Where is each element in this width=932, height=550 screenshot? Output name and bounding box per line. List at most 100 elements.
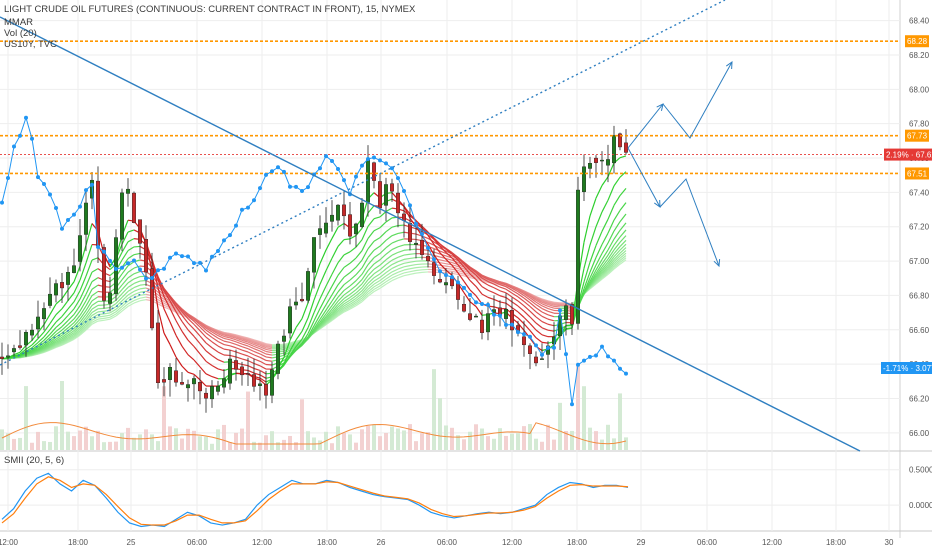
ma-ribbon-segment xyxy=(73,310,81,320)
ma-ribbon-segment xyxy=(457,264,465,274)
us10y-point xyxy=(54,206,58,211)
ma-ribbon-segment xyxy=(337,300,345,308)
candle-body xyxy=(372,162,377,181)
ma-ribbon-segment xyxy=(133,280,141,285)
us10y-point xyxy=(120,265,124,270)
candle-body xyxy=(300,298,305,302)
ma-ribbon-segment xyxy=(337,303,345,310)
ma-ribbon-segment xyxy=(343,305,351,310)
us10y-point xyxy=(138,267,142,272)
ma-ribbon-segment xyxy=(403,273,411,277)
ma-ribbon-segment xyxy=(349,280,357,287)
ma-ribbon-segment xyxy=(343,238,351,241)
ma-ribbon-segment xyxy=(499,281,507,285)
ma-ribbon-segment xyxy=(259,344,267,349)
candle-body xyxy=(77,235,82,262)
ma-ribbon-segment xyxy=(607,265,615,273)
ma-ribbon-segment xyxy=(247,338,255,342)
ma-ribbon-segment xyxy=(403,206,411,219)
volume-bar xyxy=(612,438,616,450)
ma-ribbon-segment xyxy=(595,269,603,278)
ma-ribbon-segment xyxy=(349,292,357,298)
ma-ribbon-segment xyxy=(541,301,549,306)
ma-ribbon-segment xyxy=(223,344,231,347)
ma-ribbon-segment xyxy=(79,300,87,312)
candle-body xyxy=(468,313,473,320)
candle-body xyxy=(528,345,533,354)
ma-ribbon-segment xyxy=(469,269,477,276)
ma-ribbon-segment xyxy=(85,323,93,331)
indicator-smii-label[interactable]: SMII (20, 5, 6) xyxy=(4,455,65,466)
ma-ribbon-segment xyxy=(415,220,423,229)
ma-ribbon-segment xyxy=(379,231,387,239)
ma-ribbon-segment xyxy=(199,379,207,387)
candle-body xyxy=(167,366,172,380)
volume-bar xyxy=(426,432,430,450)
ma-ribbon-segment xyxy=(235,336,243,340)
ma-ribbon-segment xyxy=(55,298,63,305)
ma-ribbon-segment xyxy=(367,230,375,239)
ma-ribbon-segment xyxy=(379,239,387,247)
ma-ribbon-segment xyxy=(385,242,393,249)
candle-body xyxy=(0,356,4,359)
ma-ribbon-segment xyxy=(319,270,327,285)
price-level-tag-label: 67.51 xyxy=(907,169,928,178)
ma-ribbon-segment xyxy=(463,266,471,275)
ma-ribbon-segment xyxy=(355,250,363,259)
ma-ribbon-segment xyxy=(547,323,555,327)
us10y-point xyxy=(618,366,622,371)
us10y-point xyxy=(102,249,106,254)
ma-ribbon-segment xyxy=(199,366,207,375)
ma-ribbon-segment xyxy=(607,266,615,274)
ma-ribbon-segment xyxy=(337,311,345,317)
ma-ribbon-segment xyxy=(355,297,363,303)
ma-ribbon-segment xyxy=(217,335,225,340)
ma-ribbon-segment xyxy=(331,315,339,321)
ma-ribbon-segment xyxy=(505,288,513,294)
ma-ribbon-segment xyxy=(199,335,207,344)
ma-ribbon-segment xyxy=(367,288,375,295)
ma-ribbon-segment xyxy=(163,298,171,304)
candle-body xyxy=(594,157,599,163)
ma-ribbon-segment xyxy=(247,341,255,346)
x-tick-label: 12:00 xyxy=(0,538,19,547)
ma-ribbon-segment xyxy=(241,346,249,350)
ma-ribbon-segment xyxy=(67,322,75,329)
ma-ribbon-segment xyxy=(61,289,69,300)
candle-body xyxy=(36,316,41,330)
ma-ribbon-segment xyxy=(391,261,399,266)
indicator-mmar-label[interactable]: MMAR xyxy=(4,17,34,28)
ma-ribbon-segment xyxy=(367,277,375,284)
volume-bar xyxy=(444,425,448,450)
candle-body xyxy=(288,306,293,334)
candle-body xyxy=(276,343,281,374)
ma-ribbon-segment xyxy=(211,355,219,361)
ma-ribbon-segment xyxy=(619,213,627,223)
volume-bar xyxy=(60,381,64,450)
ma-ribbon-segment xyxy=(121,241,129,253)
us10y-point xyxy=(204,268,208,273)
ma-ribbon-segment xyxy=(547,307,555,311)
ma-ribbon-segment xyxy=(361,288,369,297)
ma-ribbon-segment xyxy=(79,245,87,267)
overlay-us10y-label[interactable]: US10Y, TVC xyxy=(4,39,57,50)
ma-ribbon-segment xyxy=(343,301,351,307)
volume-bar xyxy=(558,402,562,450)
ma-ribbon-segment xyxy=(595,231,603,246)
indicator-volume-label[interactable]: Vol (20) xyxy=(4,28,37,39)
ma-ribbon-segment xyxy=(391,277,399,282)
ma-ribbon-segment xyxy=(211,376,219,380)
ma-ribbon-segment xyxy=(193,328,201,337)
ma-ribbon-segment xyxy=(73,324,81,332)
ma-ribbon-segment xyxy=(463,263,471,271)
ma-ribbon-segment xyxy=(397,258,405,263)
ma-ribbon-segment xyxy=(61,334,69,340)
ma-ribbon-segment xyxy=(469,273,477,280)
candle-body xyxy=(504,309,509,319)
ma-ribbon-segment xyxy=(61,337,69,343)
ma-ribbon-segment xyxy=(361,293,369,301)
ma-ribbon-segment xyxy=(19,348,27,355)
ma-ribbon-segment xyxy=(37,344,45,350)
ma-ribbon-segment xyxy=(49,327,57,335)
